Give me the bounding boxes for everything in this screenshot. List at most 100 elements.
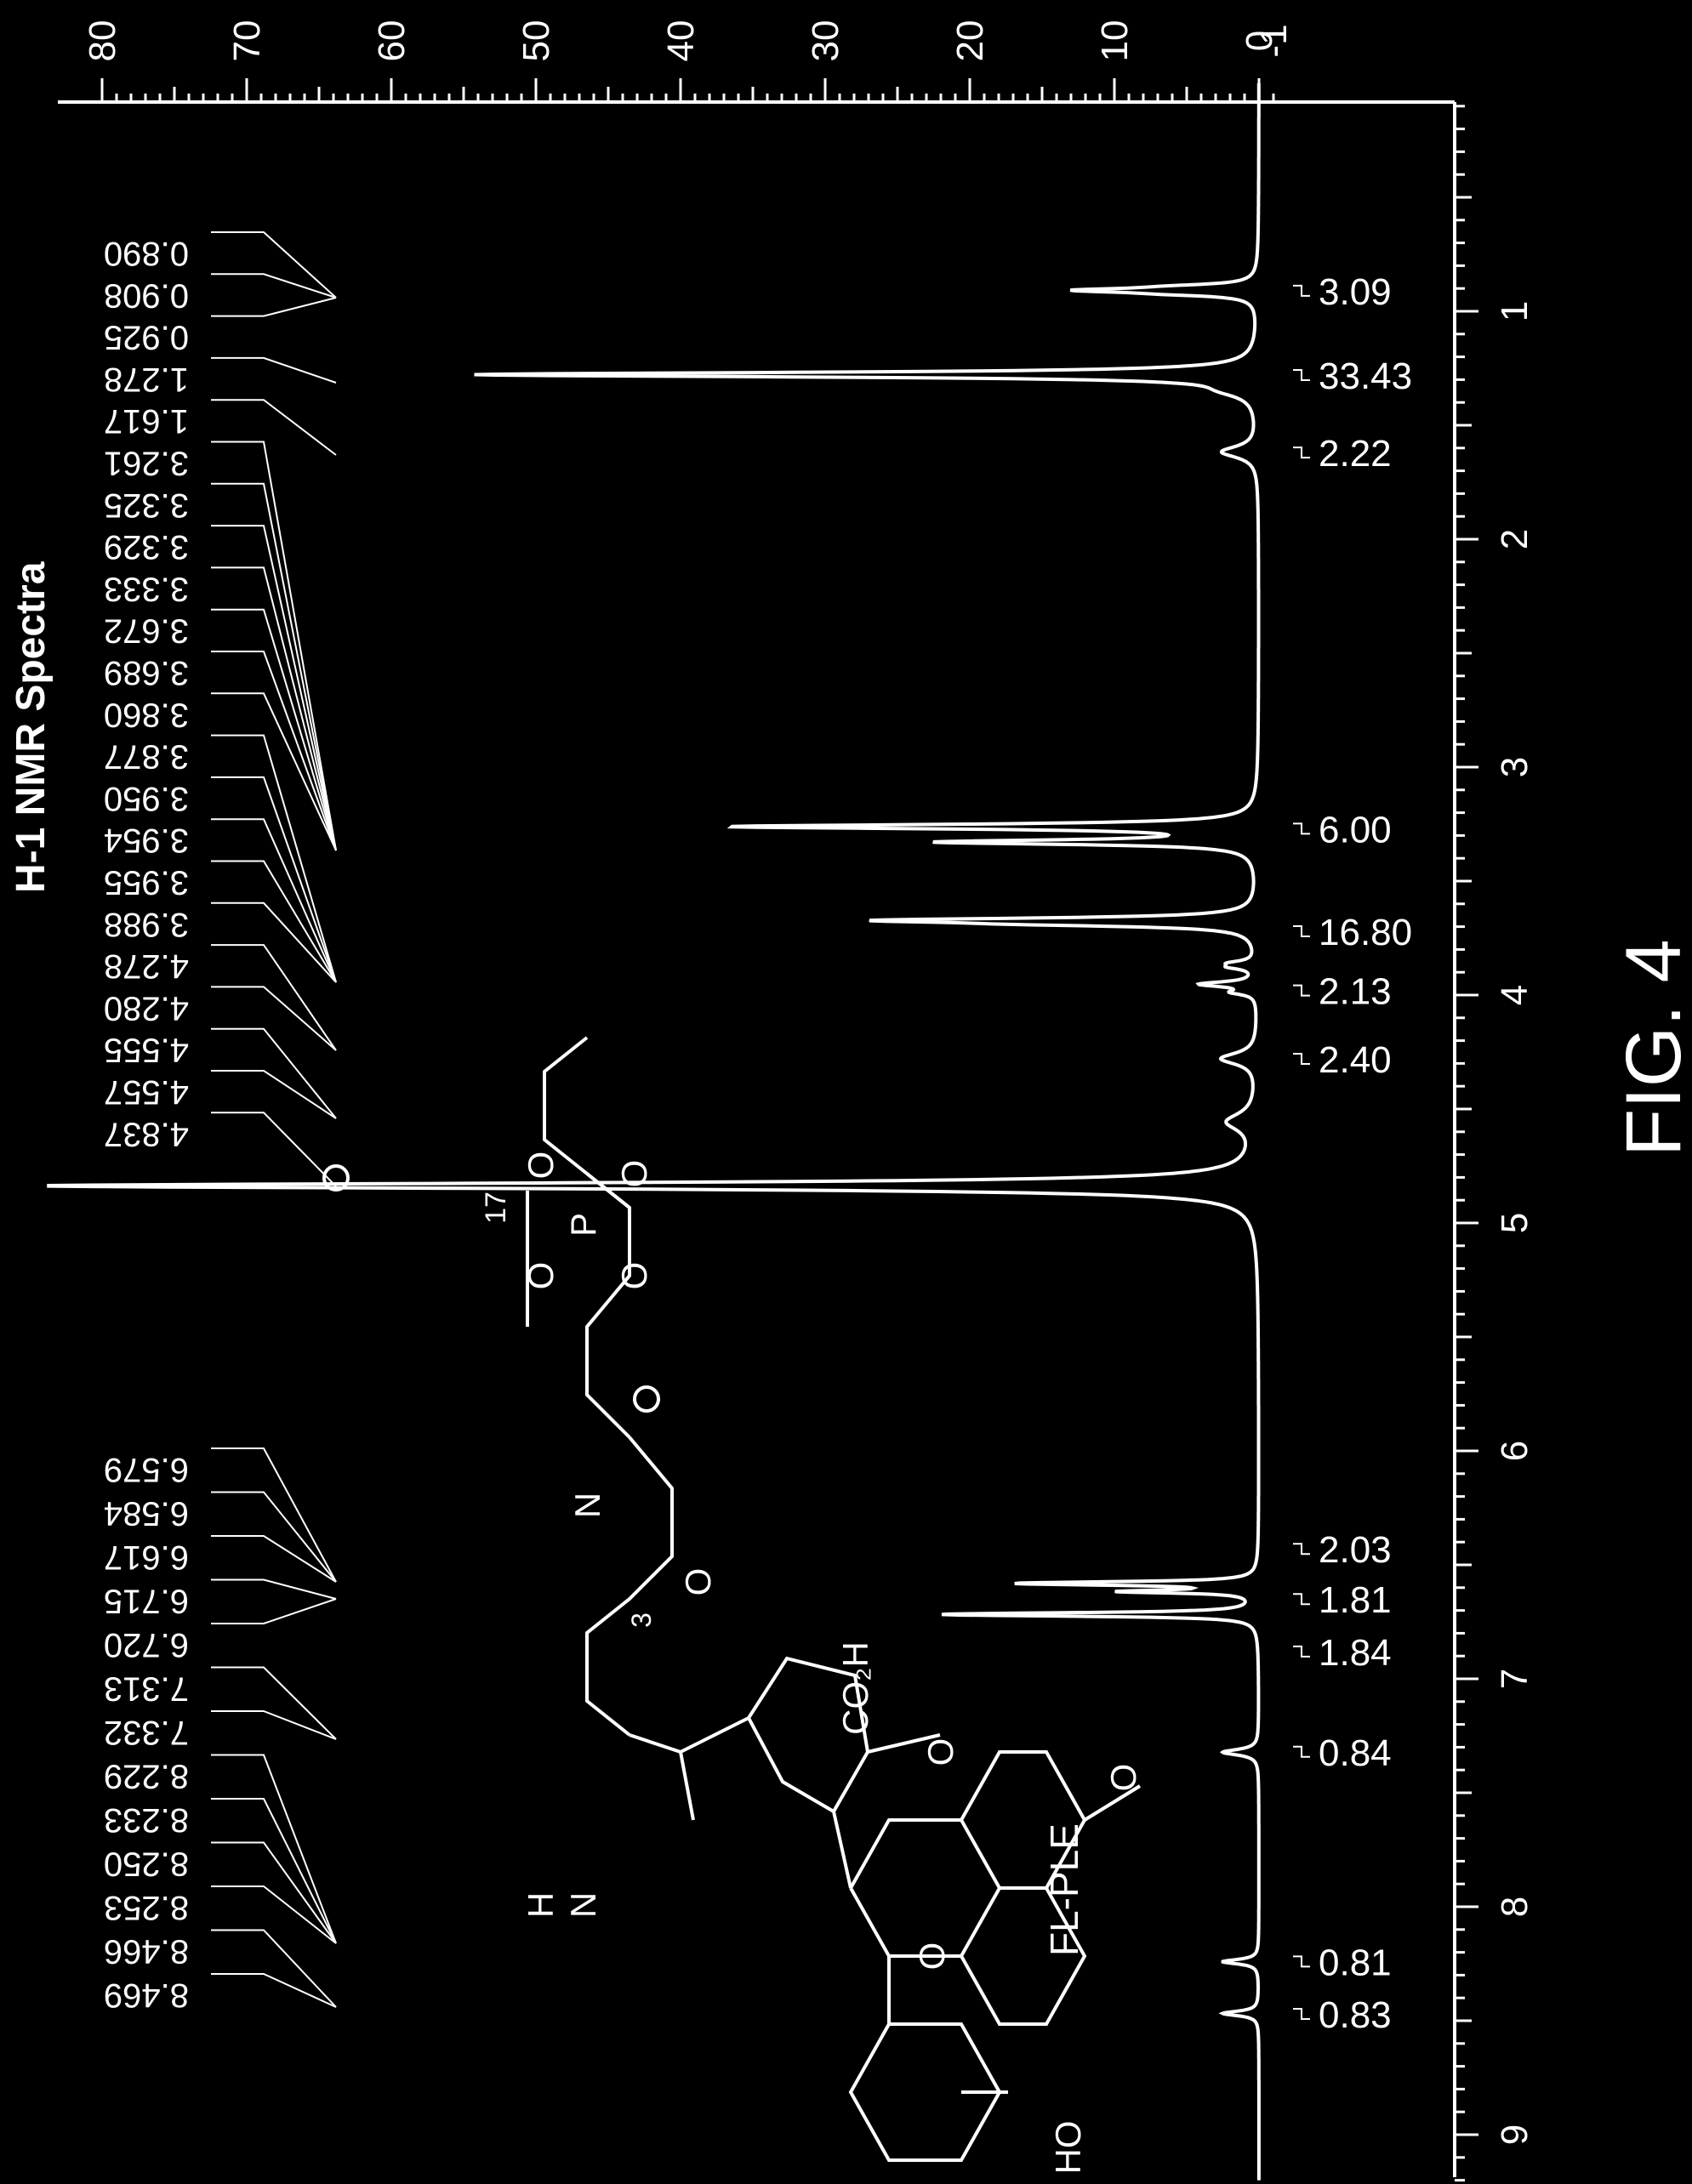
subscript-17: 17 — [480, 1192, 512, 1224]
peak-labels-top: 0.8900.9080.9251.2781.6173.2613.3253.329… — [104, 232, 336, 1186]
peak-label: 0.925 — [104, 319, 189, 356]
integral-mark — [1293, 1956, 1310, 1966]
peak-label: 1.278 — [104, 361, 189, 398]
intensity-tick-label: 50 — [516, 20, 557, 62]
peak-label: 4.280 — [104, 989, 189, 1027]
peak-label: 3.950 — [104, 780, 189, 817]
intensity-tick-label: 80 — [82, 20, 123, 62]
integral-value: 2.22 — [1319, 433, 1392, 475]
intensity-tick-label: 40 — [660, 20, 702, 62]
integral-mark — [1293, 2009, 1310, 2019]
atom-o: O — [920, 1738, 960, 1766]
integral-mark — [1293, 1747, 1310, 1757]
ppm-tick-label: 9 — [1494, 2124, 1535, 2145]
peak-label: 3.877 — [104, 738, 189, 776]
integral-value: 1.81 — [1319, 1579, 1392, 1621]
atom-o: O — [1103, 1764, 1143, 1792]
peak-label: 3.261 — [104, 445, 189, 482]
peak-label-leader — [211, 274, 336, 298]
peak-label-leader — [211, 1599, 336, 1624]
atom-o: O — [614, 1262, 654, 1290]
peak-label: 8.466 — [104, 1933, 189, 1971]
peak-label-leader — [211, 484, 336, 850]
integral-value: 0.81 — [1319, 1942, 1392, 1983]
integral-value: 2.40 — [1319, 1039, 1392, 1081]
integral-value: 16.80 — [1319, 912, 1412, 953]
intensity-tick-label: -1 — [1253, 24, 1295, 57]
integral-value: 0.83 — [1319, 1994, 1392, 2036]
peak-label: 7.332 — [104, 1714, 189, 1751]
peak-label: 4.555 — [104, 1032, 189, 1069]
atom-o: O — [912, 1942, 952, 1971]
peak-label: 3.988 — [104, 906, 189, 943]
group-co2h: CO₂H — [835, 1641, 875, 1735]
integral-value: 0.84 — [1319, 1732, 1392, 1774]
peak-label-leader — [211, 1580, 336, 1600]
integral-mark — [1293, 447, 1310, 458]
atom-o: O — [521, 1262, 561, 1290]
peak-label: 0.890 — [104, 235, 189, 272]
ppm-axis: 123456789 — [1455, 102, 1535, 2181]
intensity-tick-label: 20 — [949, 20, 991, 62]
bond — [851, 1820, 1000, 1956]
integrals: 3.0933.432.226.0016.802.132.402.031.811.… — [1293, 271, 1412, 2036]
integral-value: 1.84 — [1319, 1632, 1392, 1674]
integral-value: 3.09 — [1319, 271, 1392, 313]
ppm-tick-label: 1 — [1494, 301, 1535, 321]
peak-label: 3.672 — [104, 612, 189, 650]
peak-label: 4.557 — [104, 1073, 189, 1111]
peak-label-leader — [211, 1755, 336, 1944]
peak-label: 3.860 — [104, 696, 189, 733]
peak-label: 4.278 — [104, 947, 189, 985]
peak-label: 8.250 — [104, 1846, 189, 1883]
peak-label-leader — [211, 232, 336, 298]
integral-value: 6.00 — [1319, 809, 1392, 850]
peak-label: 6.617 — [104, 1538, 189, 1576]
integral-mark — [1293, 1647, 1310, 1657]
peak-label: 8.469 — [104, 1976, 189, 2014]
peak-label-leader — [211, 693, 336, 850]
peak-label-leader — [211, 1112, 336, 1186]
peak-label: 7.313 — [104, 1670, 189, 1708]
group-oh: HO — [1048, 2121, 1088, 2175]
subscript-3: 3 — [626, 1612, 657, 1628]
ppm-tick-label: 5 — [1494, 1213, 1535, 1233]
ppm-tick-label: 7 — [1494, 1669, 1535, 1689]
ppm-tick-label: 8 — [1494, 1897, 1535, 1917]
peak-label: 3.955 — [104, 864, 189, 901]
peak-label-leader — [211, 358, 336, 383]
peak-label: 0.908 — [104, 276, 189, 314]
intensity-tick-label: 70 — [226, 20, 268, 62]
figure-caption: FIG. 4 — [1610, 939, 1692, 1157]
integral-value: 2.03 — [1319, 1529, 1392, 1571]
intensity-tick-label: 10 — [1094, 20, 1136, 62]
molecule-structure: 17OOOOPNO3NHOOOCO₂HHO — [324, 1038, 1143, 2175]
atom-o: O — [521, 1152, 561, 1180]
integral-mark — [1293, 286, 1310, 296]
peak-label-leader — [211, 610, 336, 850]
atom-n: N — [563, 1892, 603, 1918]
bond — [681, 1752, 693, 1820]
peak-label-leader — [211, 400, 336, 455]
peak-label: 3.333 — [104, 570, 189, 607]
peak-label-leader — [211, 1974, 336, 2007]
atom-h: H — [521, 1892, 561, 1918]
peak-label-leader — [211, 1799, 336, 1943]
integral-value: 33.43 — [1319, 355, 1412, 397]
bond — [630, 1718, 749, 1752]
atom-n: N — [567, 1493, 607, 1518]
peak-label: 6.715 — [104, 1583, 189, 1620]
integral-mark — [1293, 370, 1310, 380]
peak-label: 1.617 — [104, 402, 189, 440]
ppm-tick-label: 6 — [1494, 1441, 1535, 1461]
peak-label: 3.329 — [104, 528, 189, 566]
peak-label-leader — [211, 1668, 336, 1740]
peak-label-leader — [211, 526, 336, 850]
peak-label: 8.229 — [104, 1758, 189, 1795]
intensity-tick-label: 30 — [805, 20, 846, 62]
peak-label-leader — [211, 903, 336, 982]
integral-mark — [1293, 823, 1310, 833]
peak-label: 6.720 — [104, 1626, 189, 1664]
atom-p: P — [563, 1213, 603, 1237]
